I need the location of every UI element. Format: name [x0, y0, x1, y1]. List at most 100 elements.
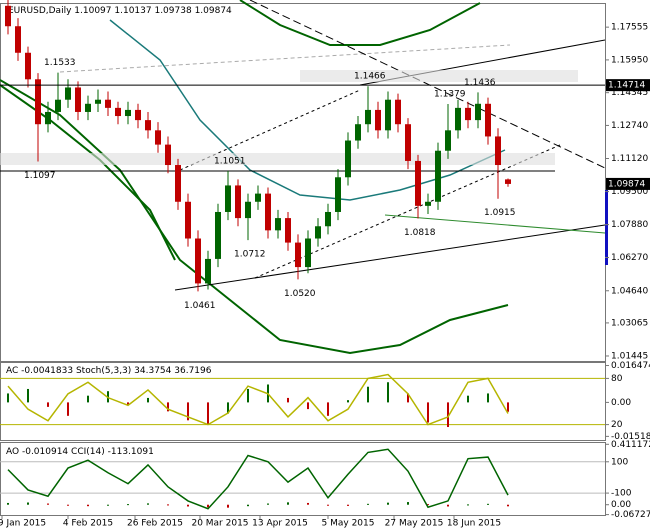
ao-panel: [0, 442, 606, 516]
y-tick-label: 0.00: [611, 500, 631, 510]
histogram-bar: [47, 402, 49, 407]
histogram-bar: [447, 504, 449, 507]
low: 1.09738: [154, 6, 191, 16]
candle-body: [455, 107, 461, 131]
x-tick-label: 20 Mar 2015: [191, 519, 248, 529]
histogram-bar: [467, 504, 469, 506]
candle-body: [345, 140, 351, 178]
histogram-bar: [447, 402, 449, 428]
stoch-signal: 36.7196: [174, 366, 211, 376]
candle-body: [325, 211, 331, 227]
histogram-bar: [407, 502, 409, 505]
y-tick-label: 1.06270: [611, 253, 648, 263]
y-tick-label: 1.09500: [611, 187, 648, 197]
y-tick-label: 0.016474: [611, 361, 650, 371]
histogram-bar: [147, 503, 149, 505]
candle-body: [355, 124, 361, 141]
histogram-bar: [127, 402, 129, 405]
candle-body: [275, 218, 281, 231]
histogram-bar: [347, 400, 349, 403]
annotation: 1.1097: [24, 171, 56, 181]
zone: [0, 153, 555, 165]
histogram-bar: [267, 503, 269, 505]
candle-body: [465, 107, 471, 121]
histogram-bar: [7, 502, 9, 505]
candle-body: [175, 165, 181, 202]
trend-green: [384, 214, 606, 234]
histogram-bar: [87, 395, 89, 403]
candle-body: [5, 5, 11, 27]
histogram-bar: [147, 397, 149, 403]
high: 1.10137: [114, 6, 151, 16]
histogram-bar: [127, 504, 129, 506]
histogram-bar: [487, 393, 489, 403]
ac-panel: [0, 362, 606, 441]
histogram-bar: [67, 504, 69, 506]
histogram-bar: [227, 504, 229, 508]
stoch-name: Stoch(5,3,3): [76, 366, 131, 376]
histogram-bar: [67, 402, 69, 416]
y-tick-label: -0.015182: [611, 432, 650, 442]
histogram-bar: [407, 393, 409, 403]
price-tag-label: 1.09874: [608, 179, 645, 189]
ao-name: AO: [6, 447, 19, 457]
candle-body: [85, 103, 91, 112]
x-tick-label: 18 Jun 2015: [447, 519, 501, 529]
candle-body: [255, 193, 261, 202]
x-tick-label: 4 Feb 2015: [63, 519, 113, 529]
histogram-bar: [347, 504, 349, 506]
indicator-line: [7, 448, 509, 510]
histogram-bar: [367, 503, 369, 505]
candle-body: [495, 136, 501, 166]
trend-dashed: [249, 0, 606, 169]
y-tick-label: 1.03065: [611, 318, 648, 328]
price-tag: [606, 79, 650, 92]
histogram-bar: [167, 402, 169, 412]
ac-name: AC: [6, 366, 18, 376]
y-tick-label: 0.00: [611, 398, 631, 408]
middle-line: [109, 19, 506, 201]
candle-body: [105, 99, 111, 108]
annotation: 1.1466: [354, 72, 386, 82]
open: 1.10097: [74, 6, 111, 16]
candle-body: [475, 103, 481, 121]
annotation: 1.0461: [184, 301, 216, 311]
ao-last: -0.010914: [22, 447, 68, 457]
candle-body: [395, 99, 401, 125]
histogram-bar: [207, 504, 209, 508]
y-tick-label: -0.06727: [611, 510, 650, 520]
histogram-bar: [387, 382, 389, 403]
y-tick-label: 1.14345: [611, 88, 648, 98]
annotation: 1.0520: [284, 289, 316, 299]
y-tick-label: 0.411172: [611, 440, 650, 450]
candle-body: [35, 79, 41, 125]
candle-body: [445, 130, 451, 151]
y-tick-label: 1.17555: [611, 23, 648, 33]
candle-body: [415, 160, 421, 206]
histogram-bar: [507, 504, 509, 507]
histogram-bar: [187, 402, 189, 421]
histogram-bar: [207, 402, 209, 425]
x-tick-label: 13 Apr 2015: [252, 519, 308, 529]
zone: [300, 70, 578, 82]
annotation: 1.1436: [464, 78, 496, 88]
candle-body: [55, 99, 61, 112]
annotation: 1.0712: [234, 250, 266, 260]
y-tick-label: 1.07880: [611, 220, 648, 230]
histogram-bar: [107, 504, 109, 506]
candle-body: [505, 179, 511, 184]
cci-name: CCI(14): [71, 447, 105, 457]
candle-body: [385, 99, 391, 131]
candle-body: [155, 130, 161, 145]
histogram-bar: [427, 402, 429, 423]
annotation: 1.1379: [434, 89, 466, 99]
candle-body: [185, 201, 191, 239]
y-tick-label: 80: [611, 374, 623, 384]
candle-body: [115, 107, 121, 117]
candle-body: [375, 109, 381, 131]
main-panel: [0, 3, 606, 362]
histogram-bar: [327, 402, 329, 416]
histogram-bar: [247, 388, 249, 403]
candle-body: [215, 211, 221, 259]
